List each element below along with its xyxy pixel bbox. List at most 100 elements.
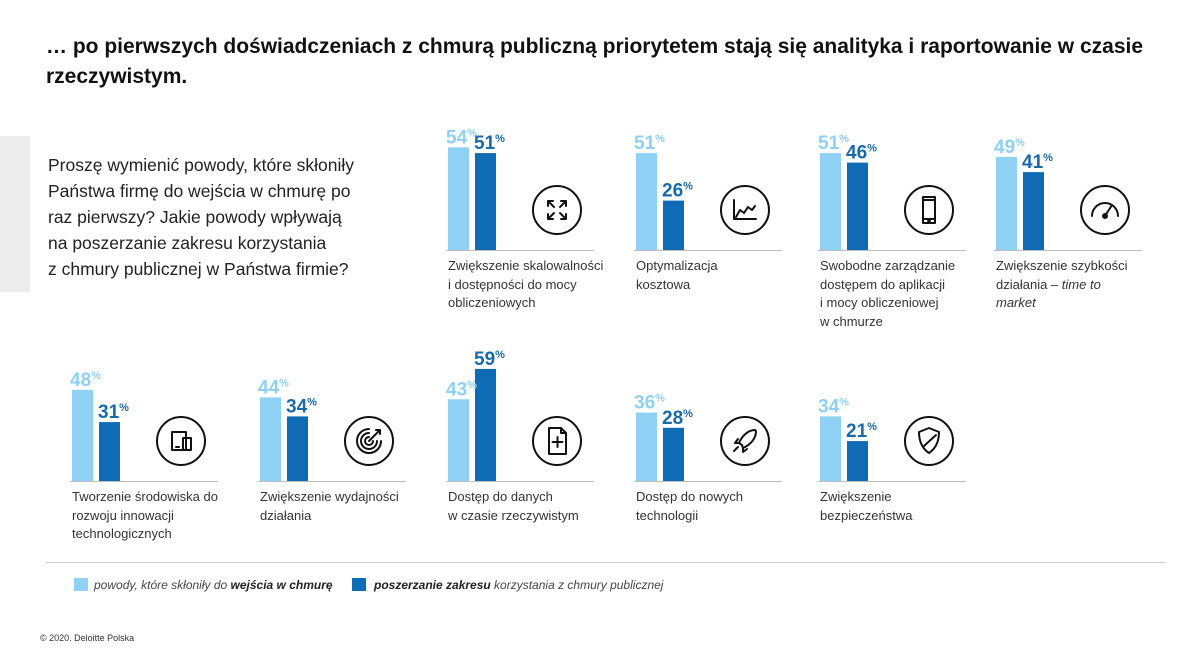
smartphone-icon bbox=[904, 185, 954, 235]
value-label-first-entry: 43% bbox=[446, 379, 477, 400]
legend-label-first-entry-bold: wejścia w chmurę bbox=[230, 578, 333, 592]
value-label-first-entry: 51% bbox=[634, 133, 665, 154]
category-caption-text: Zwiększenie szybkości działania – bbox=[996, 258, 1128, 292]
percent-sign: % bbox=[91, 370, 101, 382]
percent-sign: % bbox=[839, 396, 849, 408]
value-label-first-entry: 48% bbox=[70, 370, 101, 391]
category-caption-text: Optymalizacja kosztowa bbox=[636, 258, 718, 292]
category-bars: 51% 26% bbox=[634, 133, 782, 251]
expand-arrows-icon bbox=[532, 185, 582, 235]
bar-expansion bbox=[1023, 172, 1044, 250]
percent-sign: % bbox=[1043, 152, 1053, 164]
percent-sign: % bbox=[119, 402, 129, 414]
target-icon bbox=[344, 416, 394, 466]
bar-first-entry bbox=[820, 416, 841, 481]
value-label-expansion: 31% bbox=[98, 402, 129, 423]
percent-sign: % bbox=[683, 181, 693, 193]
category-caption-text: Zwiększenie skalowalności i dostępności … bbox=[448, 258, 604, 310]
bar-first-entry bbox=[448, 147, 469, 250]
value-label-first-entry: 36% bbox=[634, 393, 665, 414]
bar-first-entry bbox=[820, 153, 841, 250]
percent-sign: % bbox=[839, 133, 849, 145]
value-label-expansion: 21% bbox=[846, 421, 877, 442]
bar-expansion bbox=[287, 416, 308, 481]
percent-sign: % bbox=[683, 408, 693, 420]
category-caption: Dostęp do danych w czasie rzeczywistym bbox=[448, 488, 618, 525]
speedometer-icon bbox=[1080, 185, 1130, 235]
survey-question: Proszę wymienić powody, które skłoniły P… bbox=[48, 155, 355, 279]
bar-expansion bbox=[847, 441, 868, 481]
category-bars: 44%34% bbox=[258, 377, 406, 482]
bar-first-entry bbox=[260, 397, 281, 481]
percent-sign: % bbox=[495, 349, 505, 361]
legend-swatch-expansion bbox=[352, 578, 366, 591]
category-caption: Tworzenie środowiska do rozwoju innowacj… bbox=[72, 488, 242, 544]
value-label-expansion: 59% bbox=[474, 349, 505, 370]
category-caption-text: Zwiększenie wydajności działania bbox=[260, 489, 399, 523]
percent-sign: % bbox=[867, 143, 877, 155]
shield-icon bbox=[904, 416, 954, 466]
legend-label-expansion-bold: poszerzanie zakresu bbox=[374, 578, 491, 592]
percent-sign: % bbox=[655, 393, 665, 405]
category-caption: Zwiększenie szybkości działania – time t… bbox=[996, 257, 1166, 313]
bar-first-entry bbox=[448, 399, 469, 481]
percent-sign: % bbox=[495, 133, 505, 145]
document-plus-icon bbox=[532, 416, 582, 466]
bar-expansion bbox=[475, 153, 496, 250]
bar-expansion bbox=[475, 368, 496, 481]
category-caption-italic: time to market bbox=[996, 276, 1101, 311]
category-bars: 43% 59% bbox=[446, 349, 594, 482]
value-label-expansion: 46% bbox=[846, 143, 877, 164]
bar-first-entry bbox=[72, 389, 93, 481]
legend-label-first-entry-prefix: powody, które skłoniły do bbox=[94, 578, 231, 592]
devices-icon bbox=[156, 416, 206, 466]
value-label-expansion: 51% bbox=[474, 133, 505, 154]
category-caption-text: Zwiększenie bezpieczeństwa bbox=[820, 489, 913, 523]
value-label-expansion: 28% bbox=[662, 408, 693, 429]
percent-sign: % bbox=[655, 133, 665, 145]
category-bars: 49%41% bbox=[994, 137, 1142, 251]
bar-expansion bbox=[847, 162, 868, 250]
page-title: … po pierwszych doświadczeniach z chmurą… bbox=[46, 35, 1144, 88]
percent-sign: % bbox=[1015, 137, 1025, 149]
percent-sign: % bbox=[279, 377, 289, 389]
category-caption-text: Swobodne zarządzanie dostępem do aplikac… bbox=[820, 258, 956, 329]
percent-sign: % bbox=[467, 127, 477, 139]
legend-label-expansion-suffix: korzystania z chmury publicznej bbox=[490, 578, 664, 592]
category-bars: 54%51% bbox=[446, 127, 594, 251]
bar-first-entry bbox=[636, 412, 657, 481]
category-caption: Optymalizacja kosztowa bbox=[636, 257, 806, 294]
rocket-icon bbox=[720, 416, 770, 466]
percent-sign: % bbox=[467, 379, 477, 391]
category-bars: 51%46% bbox=[818, 133, 966, 251]
legend-item-first-entry: powody, które skłoniły do wejścia w chmu… bbox=[74, 578, 333, 592]
value-label-expansion: 26% bbox=[662, 181, 693, 202]
bar-expansion bbox=[99, 422, 120, 481]
bar-first-entry bbox=[636, 153, 657, 250]
category-caption-text: Dostęp do nowych technologii bbox=[636, 489, 743, 523]
category-bars: 34% 21% bbox=[818, 396, 966, 482]
percent-sign: % bbox=[867, 421, 877, 433]
value-label-expansion: 41% bbox=[1022, 152, 1053, 173]
value-label-first-entry: 54% bbox=[446, 127, 477, 148]
category-caption: Zwiększenie skalowalności i dostępności … bbox=[448, 257, 618, 313]
value-label-first-entry: 34% bbox=[818, 396, 849, 417]
category-caption-text: Tworzenie środowiska do rozwoju innowacj… bbox=[72, 489, 218, 541]
category-caption: Dostęp do nowych technologii bbox=[636, 488, 806, 525]
value-label-expansion: 34% bbox=[286, 396, 317, 417]
category-bars: 48% 31% bbox=[70, 370, 218, 482]
copyright: © 2020. Deloitte Polska bbox=[40, 633, 135, 643]
legend-divider bbox=[46, 562, 1166, 563]
category-bars: 36%28% bbox=[634, 393, 782, 482]
category-caption: Swobodne zarządzanie dostępem do aplikac… bbox=[820, 257, 990, 331]
bar-expansion bbox=[663, 200, 684, 250]
side-band bbox=[0, 136, 30, 292]
value-label-first-entry: 44% bbox=[258, 377, 289, 398]
value-label-first-entry: 49% bbox=[994, 137, 1025, 158]
line-chart-icon bbox=[720, 185, 770, 235]
bar-expansion bbox=[663, 427, 684, 481]
value-label-first-entry: 51% bbox=[818, 133, 849, 154]
category-caption: Zwiększenie wydajności działania bbox=[260, 488, 430, 525]
legend-item-expansion: poszerzanie zakresu korzystania z chmury… bbox=[352, 578, 663, 592]
category-caption-text: Dostęp do danych w czasie rzeczywistym bbox=[448, 489, 579, 523]
